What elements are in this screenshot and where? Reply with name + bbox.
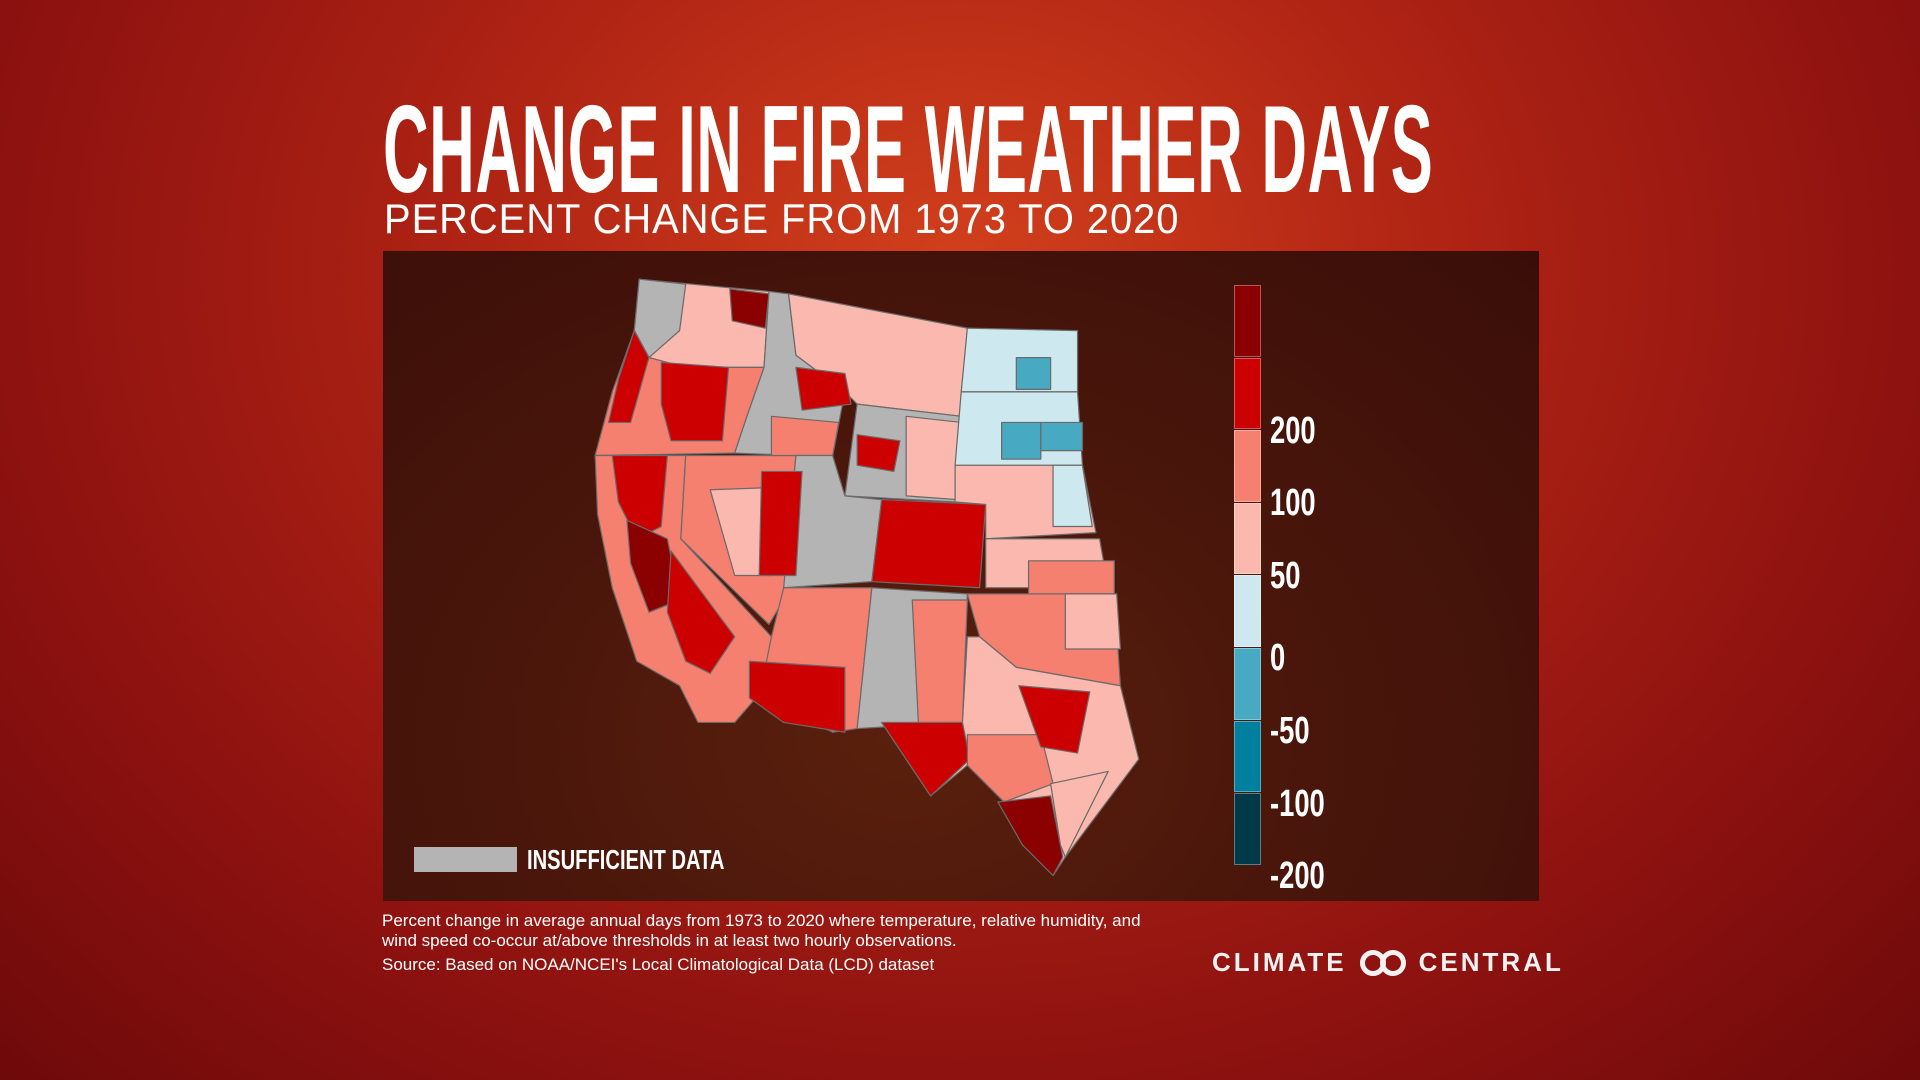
map-region-texas-west [881,721,971,797]
legend-label: -50 [1270,710,1310,752]
map-region-texas-east [1018,685,1091,754]
footnote-line-2: wind speed co-occur at/above thresholds … [382,931,957,950]
legend-swatch [1234,648,1261,720]
map-region-oregon-coast [607,330,650,424]
map-region-new-mexico-east [911,599,968,724]
map-region-washington-ne [729,288,770,329]
map-region-arizona-south [748,660,846,733]
footnote-line-1: Percent change in average annual days fr… [382,911,1141,930]
map-region-washington-west [633,278,687,359]
insufficient-data-label: INSUFFICIENT DATA [527,844,725,875]
map-region-idaho-south [770,415,840,457]
map-region-utah-west [758,470,803,577]
map-region-south-dakota-spot [1001,421,1042,460]
legend-swatch [1234,720,1261,793]
legend-label: 50 [1270,554,1301,597]
legend-label: -100 [1270,782,1325,825]
logo-text-left: CLIMATE [1212,947,1347,977]
map-region-colorado [871,498,987,589]
legend-swatch [1234,357,1261,430]
logo-rings-icon [1359,949,1406,976]
chart-title: CHANGE IN FIRE WEATHER DAYS [383,81,1434,219]
source-note: Source: Based on NOAA/NCEI's Local Clima… [382,955,935,974]
map-region-south-dakota-east [1040,421,1084,452]
map-region-north-dakota-spot [1015,356,1052,390]
map-region-oklahoma-ne [1064,593,1122,650]
legend-swatch [1234,430,1261,502]
legend-label: 100 [1270,482,1316,525]
map-region-oregon-central [660,361,730,442]
map-region-california-central [626,519,681,613]
map-region-montana-west [795,366,852,411]
map-region-wyoming-central [856,434,901,473]
map-region-california-south [666,550,736,675]
legend-label: 0 [1270,637,1286,680]
insufficient-data-swatch [414,847,517,872]
chart-subtitle: PERCENT CHANGE FROM 1973 TO 2020 [384,195,1180,242]
legend-swatch [1234,285,1261,357]
map-region-texas-central [966,734,1054,803]
legend-label: -200 [1270,855,1325,898]
legend-swatch [1234,793,1261,865]
legend-swatch [1234,575,1261,647]
legend-label: 200 [1270,409,1316,452]
legend-swatch [1234,502,1261,575]
map-region-texas-gulf [1050,770,1109,858]
logo-text-right: CENTRAL [1418,947,1564,977]
map-region-nebraska-east [1052,464,1093,528]
map-region-texas-south [997,795,1064,877]
map-region-wyoming-east [905,415,962,501]
climate-central-logo: CLIMATE CENTRAL [1212,947,1564,978]
